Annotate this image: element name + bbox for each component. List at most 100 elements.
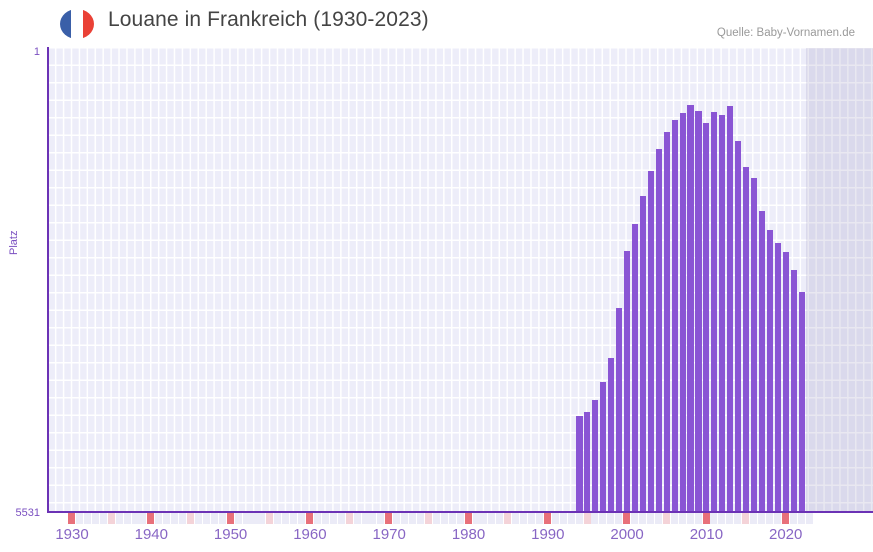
bar-2001[interactable] [631,223,639,511]
source-attribution: Quelle: Baby-Vornamen.de [716,27,855,39]
x-tick-idle-2001 [631,513,639,524]
x-tick-idle-1953 [250,513,258,524]
x-tick-idle-1934 [99,513,107,524]
bar-2013[interactable] [727,106,734,511]
x-tick-idle-1936 [115,513,123,524]
x-tick-minor-1975 [424,513,432,524]
x-tick-idle-1986 [512,513,520,524]
x-tick-idle-1973 [409,513,417,524]
bar-1995[interactable] [584,412,591,511]
x-tick-idle-1977 [440,513,448,524]
bar-2007[interactable] [679,112,686,511]
x-tick-idle-2007 [678,513,686,524]
x-tick-idle-1981 [472,513,480,524]
bar-2014[interactable] [735,140,742,511]
y-axis-tick-bottom-label: 5531 [15,507,40,519]
x-tick-idle-2017 [758,513,766,524]
bar-1996[interactable] [592,399,599,511]
x-tick-idle-1954 [258,513,266,524]
x-tick-idle-1942 [163,513,171,524]
x-tick-idle-1939 [139,513,147,524]
x-tick-idle-2008 [686,513,694,524]
bar-series [48,48,873,511]
bar-2022[interactable] [798,292,805,511]
x-axis-label-2020: 2020 [769,526,803,543]
bar-2011[interactable] [711,111,718,511]
x-tick-idle-1956 [274,513,282,524]
x-tick-minor-2015 [742,513,750,524]
x-tick-major-1980 [464,513,472,524]
bar-2018[interactable] [766,229,773,511]
bar-2012[interactable] [719,115,726,511]
bar-2019[interactable] [774,243,781,511]
bar-2004[interactable] [655,148,662,511]
x-tick-major-1970 [385,513,393,524]
bar-2003[interactable] [647,170,654,511]
chart-title: Louane in Frankreich (1930-2023) [108,8,429,31]
x-tick-idle-1993 [567,513,575,524]
bar-1994[interactable] [576,416,583,511]
x-tick-idle-1963 [329,513,337,524]
bar-2000[interactable] [624,250,631,511]
x-tick-idle-2004 [654,513,662,524]
x-tick-idle-1978 [448,513,456,524]
x-tick-idle-2014 [734,513,742,524]
x-tick-minor-2005 [662,513,670,524]
x-tick-idle-1968 [369,513,377,524]
bar-2020[interactable] [782,251,789,511]
x-tick-idle-1949 [218,513,226,524]
x-tick-major-1940 [147,513,155,524]
x-tick-idle-1961 [313,513,321,524]
x-tick-minor-1965 [345,513,353,524]
x-tick-idle-1957 [282,513,290,524]
x-tick-idle-2016 [750,513,758,524]
x-tick-idle-1948 [210,513,218,524]
x-tick-minor-1935 [107,513,115,524]
flag-stripe-red [82,9,94,39]
x-tick-idle-2013 [726,513,734,524]
x-tick-major-1990 [543,513,551,524]
unranked-future-shade [806,48,873,511]
x-tick-idle-2009 [694,513,702,524]
x-tick-idle-1969 [377,513,385,524]
x-tick-idle-2022 [797,513,805,524]
x-tick-idle-1992 [559,513,567,524]
y-axis-line [47,47,49,512]
bar-1997[interactable] [600,382,607,511]
x-tick-idle-1958 [290,513,298,524]
x-axis-tick-marks [48,513,873,524]
bar-2006[interactable] [671,119,678,511]
bar-2002[interactable] [639,196,646,511]
bar-2005[interactable] [663,132,670,511]
x-tick-idle-1983 [488,513,496,524]
x-tick-idle-1933 [91,513,99,524]
x-tick-major-2000 [623,513,631,524]
x-tick-major-1930 [68,513,76,524]
x-tick-idle-1966 [353,513,361,524]
x-tick-idle-1964 [337,513,345,524]
x-tick-idle-1952 [242,513,250,524]
bar-2021[interactable] [790,270,797,511]
y-axis-title: Platz [8,230,20,255]
x-tick-major-2020 [781,513,789,524]
x-axis-label-2000: 2000 [610,526,644,543]
bar-1998[interactable] [608,358,615,511]
x-tick-idle-2023 [805,513,813,524]
bar-1999[interactable] [616,308,623,511]
x-tick-idle-1946 [194,513,202,524]
bar-2017[interactable] [758,210,765,511]
x-tick-idle-1938 [131,513,139,524]
x-tick-idle-1976 [432,513,440,524]
bar-2016[interactable] [750,177,758,511]
bar-2009[interactable] [695,110,702,511]
bar-2010[interactable] [703,123,710,511]
x-tick-major-2010 [702,513,710,524]
x-axis-label-1960: 1960 [293,526,327,543]
flag-stripe-white [71,9,83,39]
x-tick-idle-1984 [496,513,504,524]
bar-2015[interactable] [743,167,750,511]
bar-2008[interactable] [687,104,694,511]
x-tick-idle-1932 [83,513,91,524]
y-axis-tick-bottom: 5531 [0,503,44,519]
